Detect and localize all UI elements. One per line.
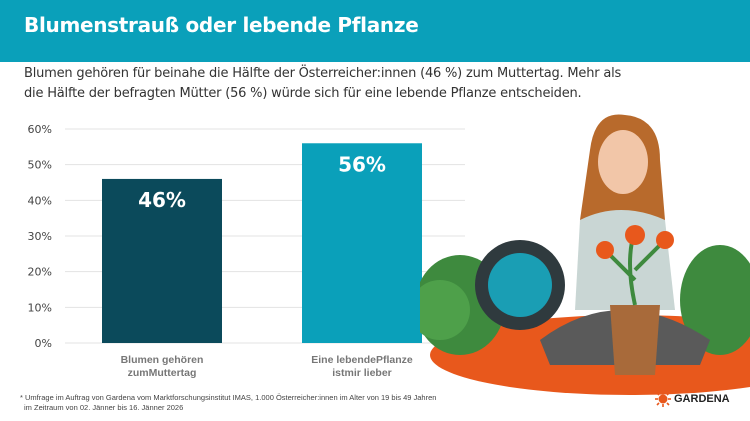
footnote: * Umfrage im Auftrag von Gardena vom Mar… <box>20 393 436 413</box>
subtitle: Blumen gehören für beinahe die Hälfte de… <box>24 66 622 101</box>
y-tick-label: 20% <box>28 266 52 279</box>
footnote-line: * Umfrage im Auftrag von Gardena vom Mar… <box>20 393 437 402</box>
header-bar: Blumenstrauß oder lebende Pflanze <box>0 0 750 62</box>
y-tick-label: 60% <box>28 123 52 136</box>
data-label: 56% <box>338 152 386 176</box>
woman-with-plant-illustration <box>420 114 750 395</box>
y-tick-label: 50% <box>28 159 52 172</box>
footnote-line: im Zeitraum von 02. Jänner bis 16. Jänne… <box>24 403 184 412</box>
x-category-label: istmir lieber <box>332 367 392 379</box>
x-category-label: Eine lebendePflanze <box>311 354 413 366</box>
sun-logo-icon <box>655 391 671 407</box>
bar-chart: 0% 10% 20% 30% 40% 50% 60% 46% Blumen gehörenzum… <box>28 123 465 379</box>
page-title: Blumenstrauß oder lebende Pflanze <box>24 13 419 37</box>
logo-text: GARDENA <box>674 393 730 405</box>
gardena-logo: GARDENA <box>655 391 730 407</box>
y-tick-label: 40% <box>28 194 52 207</box>
data-label: 46% <box>138 188 186 212</box>
bar <box>102 178 222 343</box>
y-tick-label: 0% <box>35 337 52 350</box>
x-category-label: Blumen gehören <box>121 354 204 366</box>
y-tick-label: 30% <box>28 230 52 243</box>
bar <box>302 143 422 343</box>
x-category-label: zumMuttertag <box>128 367 197 379</box>
y-tick-label: 10% <box>28 301 52 314</box>
